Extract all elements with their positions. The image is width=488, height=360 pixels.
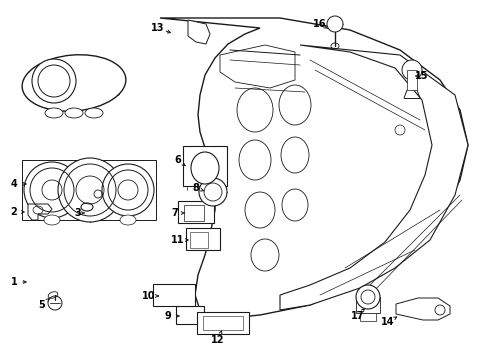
Ellipse shape [45,108,63,118]
Ellipse shape [44,215,60,225]
Ellipse shape [32,59,76,103]
Ellipse shape [239,140,270,180]
Circle shape [102,164,154,216]
Text: 17: 17 [350,311,364,321]
Text: 11: 11 [171,235,184,245]
Text: 10: 10 [142,291,156,301]
Text: 1: 1 [11,277,18,287]
Bar [176,306,203,324]
Text: 8: 8 [192,183,199,193]
Bar [406,70,416,90]
Polygon shape [395,298,449,320]
Text: 6: 6 [174,155,181,165]
Text: 9: 9 [164,311,171,321]
Bar [355,297,379,313]
Polygon shape [220,45,294,88]
Circle shape [326,16,342,32]
Ellipse shape [281,137,308,173]
Text: 5: 5 [39,300,45,310]
Bar [190,232,207,248]
Circle shape [401,60,421,80]
Ellipse shape [85,108,103,118]
Ellipse shape [81,203,93,211]
Ellipse shape [237,88,272,132]
Bar [359,313,375,321]
Ellipse shape [65,108,83,118]
Text: 12: 12 [211,335,224,345]
Polygon shape [28,204,52,220]
Bar [183,205,203,221]
Ellipse shape [250,239,279,271]
Text: 14: 14 [381,317,394,327]
Polygon shape [280,45,467,310]
Ellipse shape [244,192,274,228]
Bar [185,228,220,250]
Circle shape [24,162,80,218]
Bar [197,312,248,334]
Ellipse shape [279,85,310,125]
Text: 16: 16 [313,19,326,29]
Text: 4: 4 [11,179,18,189]
Bar [183,146,226,186]
Text: 7: 7 [171,208,178,218]
Text: 3: 3 [75,208,81,218]
Text: 13: 13 [151,23,164,33]
Text: 15: 15 [414,71,428,81]
Ellipse shape [282,189,307,221]
Circle shape [355,285,379,309]
Circle shape [199,178,226,206]
Bar [178,201,214,223]
Text: 2: 2 [11,207,18,217]
Ellipse shape [191,152,219,184]
Bar [203,316,243,330]
Bar [153,284,195,306]
Polygon shape [187,20,209,44]
Polygon shape [22,160,156,220]
Polygon shape [160,18,467,318]
Circle shape [58,158,122,222]
Ellipse shape [22,55,125,111]
Polygon shape [77,63,119,101]
Ellipse shape [120,215,136,225]
